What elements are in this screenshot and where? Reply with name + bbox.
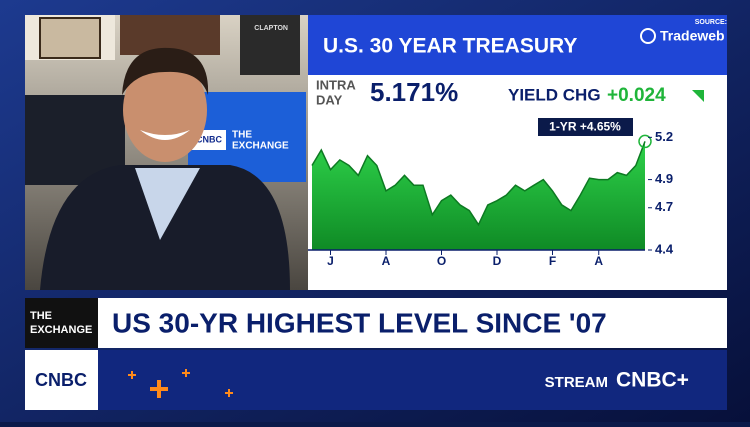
screen-title: THE bbox=[232, 130, 252, 141]
line bbox=[311, 141, 646, 227]
headline-bar bbox=[25, 298, 727, 348]
stream-label: STREAM bbox=[545, 374, 608, 391]
y-tick-label: 4.9 bbox=[655, 171, 673, 186]
last-point bbox=[638, 134, 652, 149]
x-tick-label: O bbox=[437, 254, 446, 268]
screen-logo: CNBC bbox=[196, 134, 222, 144]
chart-title: U.S. 30 YEAR TREASURY bbox=[323, 35, 577, 58]
area bbox=[312, 141, 645, 250]
headline: US 30-YR HIGHEST LEVEL SINCE '07 bbox=[112, 307, 607, 338]
y-tick-label: 5.2 bbox=[655, 129, 673, 144]
show-tag bbox=[25, 298, 98, 348]
x-tick-label: A bbox=[382, 254, 391, 268]
change-value: +0.024 bbox=[607, 85, 666, 106]
x-tick-label: J bbox=[327, 254, 334, 268]
ticker-bar bbox=[98, 350, 727, 410]
annotation: 1-YR +4.65% bbox=[549, 120, 621, 134]
annotation-box bbox=[538, 118, 633, 136]
plot: J A O D F A 4.4 4.7 4.9 5.2 1-YR +4.65% bbox=[308, 118, 674, 268]
network-logo: CNBC bbox=[35, 370, 87, 390]
y-tick-label: 4.4 bbox=[655, 241, 674, 256]
source-icon bbox=[640, 28, 656, 44]
poster-text: CLAPTON bbox=[254, 25, 288, 32]
x-tick-label: F bbox=[549, 254, 556, 268]
change-label: YIELD CHG bbox=[508, 85, 601, 104]
change-arrow bbox=[692, 90, 704, 102]
y-tick-label: 4.7 bbox=[655, 199, 673, 214]
source-label: SOURCE: bbox=[695, 19, 727, 26]
intraday-label: DAY bbox=[316, 92, 343, 107]
x-tick-label: D bbox=[493, 254, 502, 268]
decor-plus bbox=[128, 369, 233, 398]
video-feed: CLAPTON CNBC THE EXCHANGE bbox=[25, 15, 308, 290]
screen-title: EXCHANGE bbox=[232, 141, 289, 152]
show-tag-text: EXCHANGE bbox=[30, 324, 92, 336]
source-name: Tradeweb bbox=[660, 28, 725, 44]
x-tick-label: A bbox=[594, 254, 603, 268]
network-box bbox=[25, 350, 98, 410]
show-tag-text: THE bbox=[30, 310, 52, 322]
intraday-label: INTRA bbox=[316, 77, 356, 92]
stream-brand: CNBC+ bbox=[616, 369, 689, 392]
intraday-yield: 5.171% bbox=[370, 77, 458, 107]
chart-header bbox=[308, 15, 727, 75]
